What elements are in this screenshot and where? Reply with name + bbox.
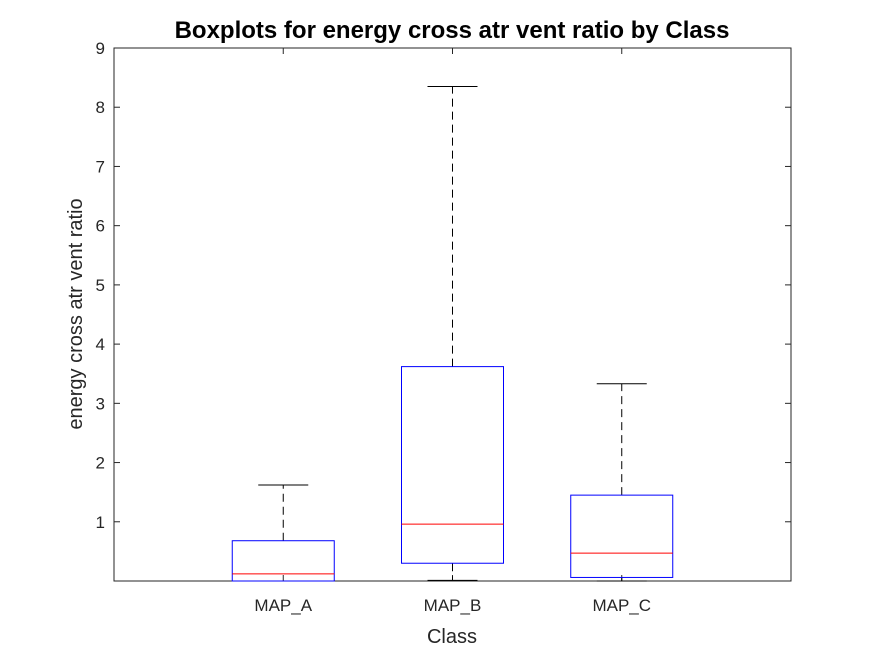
box-map-c	[570, 383, 674, 582]
chart-title: Boxplots for energy cross atr vent ratio…	[175, 17, 730, 44]
iqr-box	[570, 494, 674, 578]
y-axis: 1 2 3 4 5 6 7 8 9	[96, 39, 791, 532]
y-tick-label: 9	[96, 39, 105, 58]
y-tick-label: 6	[96, 217, 105, 236]
x-tick-label: MAP_B	[424, 596, 482, 615]
x-tick-label: MAP_C	[592, 596, 651, 615]
iqr-box	[231, 540, 335, 582]
y-tick-label: 1	[96, 513, 105, 532]
y-tick-label: 3	[96, 394, 105, 413]
x-axis: MAP_A MAP_B MAP_C	[254, 48, 651, 615]
y-tick-label: 4	[96, 335, 105, 354]
box-map-b	[401, 85, 504, 581]
x-axis-label: Class	[427, 626, 477, 648]
iqr-box	[401, 366, 504, 564]
y-axis-label: energy cross atr vent ratio	[65, 198, 87, 429]
y-tick-label: 2	[96, 454, 105, 473]
boxes-group	[231, 85, 674, 582]
box-map-a	[231, 484, 335, 582]
y-tick-label: 8	[96, 98, 105, 117]
x-tick-label: MAP_A	[254, 596, 312, 615]
y-tick-label: 5	[96, 276, 105, 295]
y-tick-label: 7	[96, 157, 105, 176]
